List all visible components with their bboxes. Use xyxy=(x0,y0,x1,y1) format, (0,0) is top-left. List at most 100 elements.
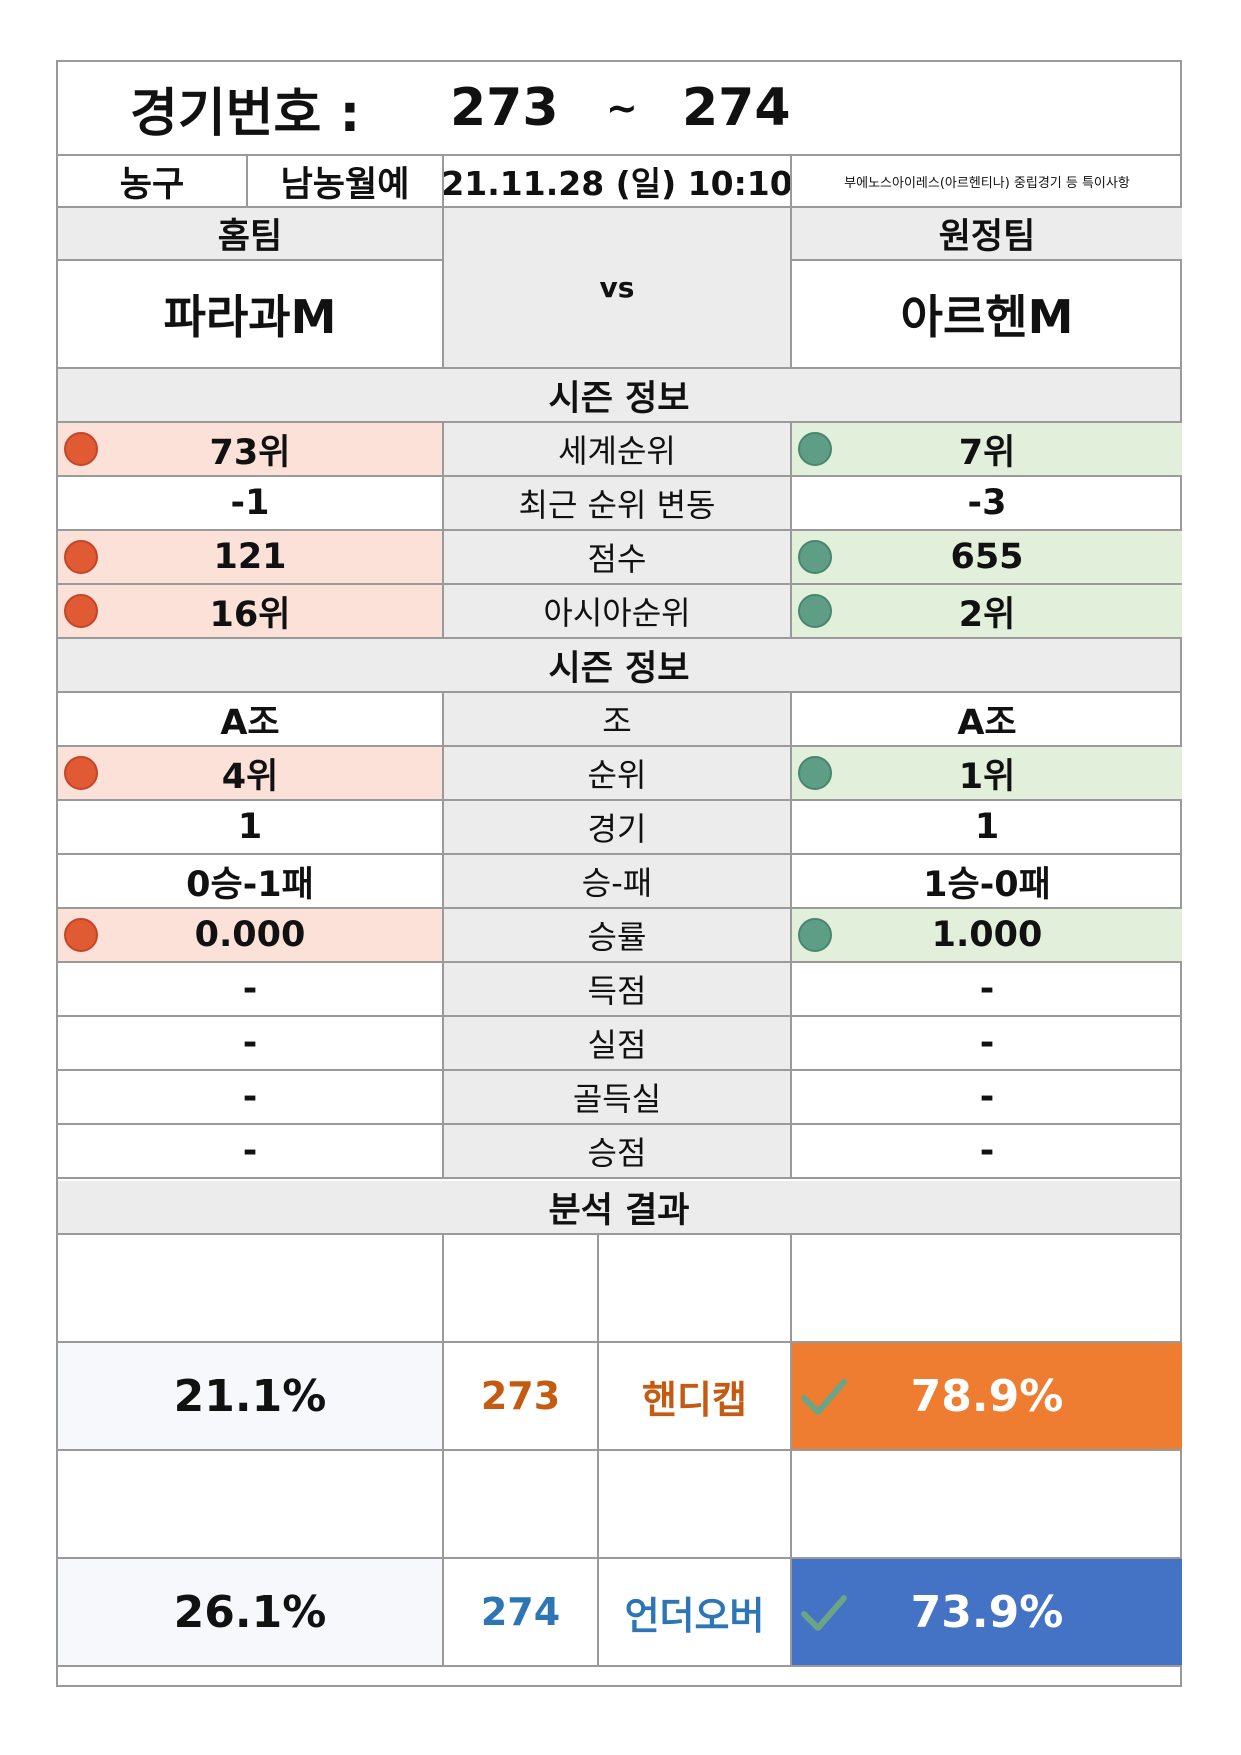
season-home-text: 16위 xyxy=(209,594,291,635)
group-home-text: - xyxy=(242,969,258,1009)
group-row-label: 실점 xyxy=(444,1017,792,1071)
group-row-label: 골득실 xyxy=(444,1071,792,1125)
home-marker-icon xyxy=(64,918,98,952)
home-probability: 21.1% xyxy=(58,1343,444,1451)
analysis-blank-type xyxy=(599,1451,792,1559)
vs-label: vs xyxy=(599,271,635,304)
group-home-text: - xyxy=(242,1077,258,1117)
away-marker-icon xyxy=(798,756,832,790)
group-home-text: A조 xyxy=(220,702,280,743)
away-marker-icon xyxy=(798,432,832,466)
away-probability: 73.9% xyxy=(792,1559,1182,1667)
season-home-value: 16위 xyxy=(58,585,444,639)
group-away-value: - xyxy=(792,1071,1182,1125)
analysis-blank-code xyxy=(444,1451,599,1559)
group-away-value: - xyxy=(792,963,1182,1017)
group-home-value: 0승-1패 xyxy=(58,855,444,909)
group-row-label: 득점 xyxy=(444,963,792,1017)
group-home-value: A조 xyxy=(58,693,444,747)
group-away-text: A조 xyxy=(957,702,1017,743)
home-team-name: 파라과M xyxy=(58,261,444,369)
away-probability-text: 78.9% xyxy=(910,1370,1064,1422)
title-cell: 경기번호 : 273 ~ 274 xyxy=(58,62,1180,156)
note-cell: 부에노스아이레스(아르헨티나) 중립경기 등 특이사항 xyxy=(792,156,1182,208)
group-home-value: - xyxy=(58,1125,444,1179)
check-icon xyxy=(798,1370,850,1422)
match-sheet: 경기번호 : 273 ~ 274 농구 남농월예 21.11.28 (일) 10… xyxy=(56,60,1182,1687)
group-home-value: - xyxy=(58,1017,444,1071)
analysis-blank-away xyxy=(792,1235,1182,1343)
datetime-cell: 21.11.28 (일) 10:10 xyxy=(444,156,792,208)
home-team-label: 홈팀 xyxy=(58,208,444,261)
group-row-label: 경기 xyxy=(444,801,792,855)
home-marker-icon xyxy=(64,540,98,574)
group-away-value: A조 xyxy=(792,693,1182,747)
group-info-header: 시즌 정보 xyxy=(58,639,1180,693)
season-away-text: 7위 xyxy=(958,432,1016,473)
sport-cell: 농구 xyxy=(58,156,248,208)
analysis-header: 분석 결과 xyxy=(58,1181,1180,1235)
home-marker-icon xyxy=(64,432,98,466)
season-away-value: 7위 xyxy=(792,423,1182,477)
analysis-blank-type xyxy=(599,1235,792,1343)
away-marker-icon xyxy=(798,594,832,628)
away-marker-icon xyxy=(798,540,832,574)
season-row-label: 아시아순위 xyxy=(444,585,792,639)
group-away-text: - xyxy=(979,1077,995,1117)
group-away-text: 1.000 xyxy=(931,915,1043,955)
group-away-text: - xyxy=(979,969,995,1009)
away-probability: 78.9% xyxy=(792,1343,1182,1451)
match-number-sep: ~ xyxy=(606,86,638,130)
group-row-label: 순위 xyxy=(444,747,792,801)
season-info-header: 시즌 정보 xyxy=(58,369,1180,423)
bet-type: 핸디캡 xyxy=(599,1343,792,1451)
away-team-name: 아르헨M xyxy=(792,261,1182,369)
group-home-value: - xyxy=(58,963,444,1017)
away-probability-text: 73.9% xyxy=(910,1586,1064,1638)
season-away-value: -3 xyxy=(792,477,1182,531)
group-away-value: - xyxy=(792,1017,1182,1071)
group-row-label: 조 xyxy=(444,693,792,747)
group-home-text: - xyxy=(242,1023,258,1063)
group-home-value: - xyxy=(58,1071,444,1125)
group-away-value: - xyxy=(792,1125,1182,1179)
home-probability: 26.1% xyxy=(58,1559,444,1667)
group-away-text: - xyxy=(979,1023,995,1063)
season-home-text: -1 xyxy=(230,483,270,523)
group-row-label: 승점 xyxy=(444,1125,792,1179)
season-away-text: -3 xyxy=(967,483,1007,523)
analysis-blank-home xyxy=(58,1235,444,1343)
group-home-text: 0승-1패 xyxy=(186,864,314,905)
group-away-value: 1 xyxy=(792,801,1182,855)
match-number-to: 274 xyxy=(682,78,791,138)
group-home-text: 1 xyxy=(237,807,263,847)
home-marker-icon xyxy=(64,756,98,790)
group-away-text: 1 xyxy=(974,807,1000,847)
group-row-label: 승률 xyxy=(444,909,792,963)
away-marker-icon xyxy=(798,918,832,952)
group-away-text: - xyxy=(979,1131,995,1171)
season-home-text: 121 xyxy=(213,537,287,577)
league-cell: 남농월예 xyxy=(248,156,444,208)
match-code: 274 xyxy=(444,1559,599,1667)
group-row-label: 승-패 xyxy=(444,855,792,909)
analysis-blank-code xyxy=(444,1235,599,1343)
analysis-blank-home xyxy=(58,1451,444,1559)
season-away-text: 655 xyxy=(950,537,1024,577)
group-home-value: 1 xyxy=(58,801,444,855)
season-home-text: 73위 xyxy=(209,432,291,473)
group-home-text: - xyxy=(242,1131,258,1171)
group-home-text: 4위 xyxy=(221,756,279,797)
group-away-value: 1승-0패 xyxy=(792,855,1182,909)
group-away-value: 1.000 xyxy=(792,909,1182,963)
season-home-value: 121 xyxy=(58,531,444,585)
match-number-label: 경기번호 : xyxy=(130,83,361,144)
vs-cell: vs xyxy=(444,208,792,369)
season-home-value: -1 xyxy=(58,477,444,531)
group-home-text: 0.000 xyxy=(194,915,306,955)
group-home-value: 4위 xyxy=(58,747,444,801)
home-marker-icon xyxy=(64,594,98,628)
check-icon xyxy=(798,1586,850,1638)
title-row: 경기번호 : 273 ~ 274 xyxy=(58,62,1180,156)
match-code: 273 xyxy=(444,1343,599,1451)
